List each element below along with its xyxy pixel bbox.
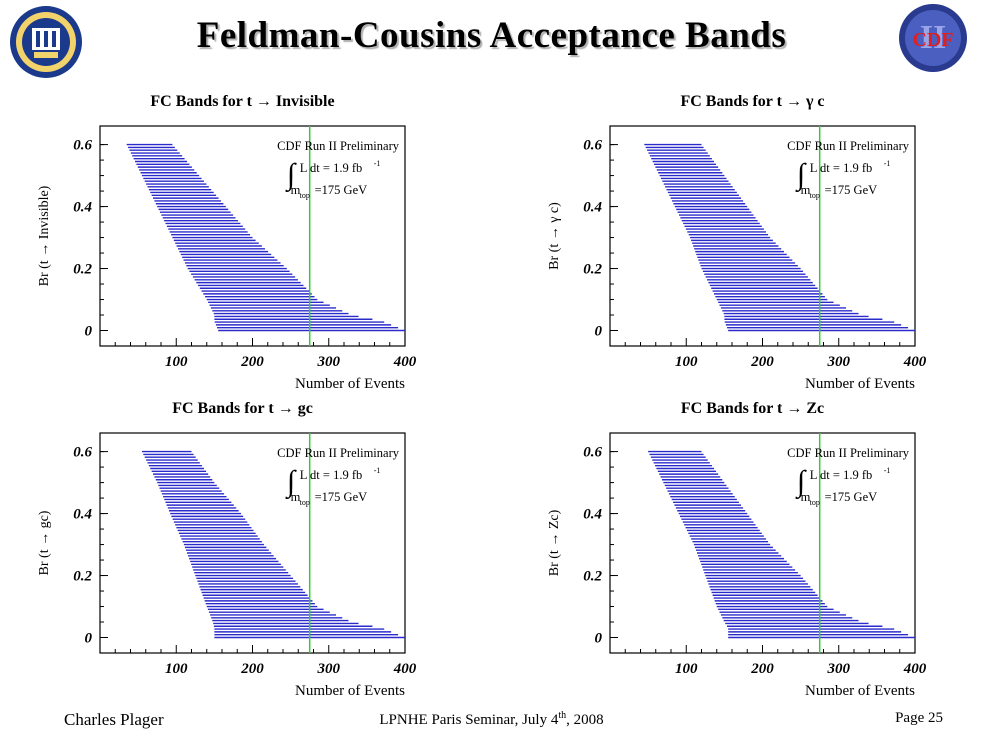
chart3-xtick-label: 300 bbox=[827, 661, 851, 677]
logo-numeral: II bbox=[920, 19, 946, 56]
chart0-annotation-mass-sub: top bbox=[300, 191, 310, 200]
chart2-annotation-lumi-sup: -1 bbox=[374, 466, 381, 475]
chart0-ytick-label: 0.2 bbox=[73, 262, 92, 278]
chart0-annotation-mass-val: =175 GeV bbox=[315, 183, 368, 197]
chart2-ytick-label: 0.2 bbox=[73, 569, 92, 585]
chart1-annotation-mass-val: =175 GeV bbox=[825, 183, 878, 197]
chart2-ytick-label: 0.6 bbox=[73, 445, 92, 461]
chart2-annotation-lumi: L dt = 1.9 fb bbox=[300, 468, 362, 482]
chart-panel-gamma-c: FC Bands for t → γ c 100 200 300 400 0 0.2 0.4 0… bbox=[540, 88, 940, 393]
chart0-annotation-mass: m bbox=[291, 183, 301, 197]
chart1-annotation-mass-sub: top bbox=[810, 191, 820, 200]
chart1-ytick-label: 0 bbox=[595, 324, 603, 340]
chart0-ytick-label: 0.4 bbox=[73, 200, 92, 216]
chart3-annotation-mass: m bbox=[801, 490, 811, 504]
chart3-annotation-experiment: CDF Run II Preliminary bbox=[787, 446, 910, 460]
footer-event-pre: LPNHE Paris Seminar, July 4 bbox=[379, 712, 559, 728]
chart-zc: FC Bands for t → Zc 100 200 300 400 0 0.2 0.4 0.… bbox=[547, 400, 927, 699]
chart1-integral-sign: ∫ bbox=[795, 158, 807, 193]
chart3-annotation-mass-sub: top bbox=[810, 498, 820, 507]
chart1-xtick-label: 300 bbox=[827, 354, 851, 370]
chart3-ytick-label: 0.4 bbox=[583, 507, 602, 523]
chart0-title: FC Bands for t → Invisible bbox=[150, 93, 334, 110]
footer-event: LPNHE Paris Seminar, July 4th, 2008 bbox=[0, 710, 983, 729]
university-of-california-seal-icon bbox=[8, 4, 84, 85]
chart1-xlabel: Number of Events bbox=[805, 376, 915, 392]
chart0-ytick-label: 0.6 bbox=[73, 138, 92, 154]
chart0-xtick-label: 300 bbox=[317, 354, 341, 370]
logo-text: CDF bbox=[912, 29, 953, 51]
chart0-xtick-label: 100 bbox=[165, 354, 188, 370]
chart0-xtick-label: 200 bbox=[240, 354, 264, 370]
chart0-ylabel: Br (t → Invisible) bbox=[37, 185, 52, 286]
chart1-annotation-mass: m bbox=[801, 183, 811, 197]
chart2-ytick-label: 0.4 bbox=[73, 507, 92, 523]
chart3-integral-sign: ∫ bbox=[795, 465, 807, 500]
chart3-xtick-label: 200 bbox=[750, 661, 774, 677]
chart3-ytick-label: 0.6 bbox=[583, 445, 602, 461]
chart1-title: FC Bands for t → γ c bbox=[680, 93, 824, 110]
footer-author: Charles Plager bbox=[64, 710, 164, 729]
chart1-annotation-lumi-sup: -1 bbox=[884, 159, 891, 168]
chart3-annotation-lumi: L dt = 1.9 fb bbox=[810, 468, 872, 482]
chart1-ylabel: Br (t → γ c) bbox=[547, 202, 562, 270]
chart-invisible: FC Bands for t → Invisible 100 200 300 400 0 0… bbox=[37, 93, 417, 392]
footer-page-number: Page 25 bbox=[895, 710, 943, 726]
chart2-xtick-label: 400 bbox=[393, 661, 417, 677]
chart2-annotation-mass-val: =175 GeV bbox=[315, 490, 368, 504]
chart3-xtick-label: 400 bbox=[903, 661, 927, 677]
chart-gc: FC Bands for t → gc 100 200 300 400 0 0.2 0.4 0.… bbox=[37, 400, 417, 699]
chart2-xtick-label: 200 bbox=[240, 661, 264, 677]
chart2-title: FC Bands for t → gc bbox=[172, 400, 313, 417]
chart3-annotation-mass-val: =175 GeV bbox=[825, 490, 878, 504]
chart-panel-gc: FC Bands for t → gc 100 200 300 400 0 0.2 0.4 0.… bbox=[30, 395, 430, 700]
chart2-ylabel: Br (t → gc) bbox=[37, 510, 52, 575]
chart2-integral-sign: ∫ bbox=[285, 465, 297, 500]
chart-panel-zc: FC Bands for t → Zc 100 200 300 400 0 0.2 0.4 0.… bbox=[540, 395, 940, 700]
chart1-xtick-label: 100 bbox=[675, 354, 698, 370]
chart3-xtick-label: 100 bbox=[675, 661, 698, 677]
chart2-xtick-label: 300 bbox=[317, 661, 341, 677]
chart3-title: FC Bands for t → Zc bbox=[681, 400, 824, 417]
chart1-annotation-lumi: L dt = 1.9 fb bbox=[810, 161, 872, 175]
chart1-xtick-label: 400 bbox=[903, 354, 927, 370]
chart2-annotation-mass: m bbox=[291, 490, 301, 504]
chart1-ytick-label: 0.4 bbox=[583, 200, 602, 216]
chart0-annotation-lumi-sup: -1 bbox=[374, 159, 381, 168]
chart0-xtick-label: 400 bbox=[393, 354, 417, 370]
chart2-ytick-label: 0 bbox=[85, 631, 93, 647]
chart1-ytick-label: 0.6 bbox=[583, 138, 602, 154]
chart0-annotation-lumi: L dt = 1.9 fb bbox=[300, 161, 362, 175]
footer-event-sup: th bbox=[558, 710, 567, 721]
chart3-annotation-lumi-sup: -1 bbox=[884, 466, 891, 475]
chart0-xlabel: Number of Events bbox=[295, 376, 405, 392]
chart2-annotation-mass-sub: top bbox=[300, 498, 310, 507]
footer-event-post: , 2008 bbox=[566, 712, 604, 728]
chart-panel-invisible: FC Bands for t → Invisible 100 200 300 400 0 0… bbox=[30, 88, 430, 393]
chart1-ytick-label: 0.2 bbox=[583, 262, 602, 278]
chart2-xtick-label: 100 bbox=[165, 661, 188, 677]
chart1-annotation-experiment: CDF Run II Preliminary bbox=[787, 139, 910, 153]
chart-gamma-c: FC Bands for t → γ c 100 200 300 400 0 0.2 0.4 0… bbox=[547, 93, 927, 392]
chart0-integral-sign: ∫ bbox=[285, 158, 297, 193]
chart1-xtick-label: 200 bbox=[750, 354, 774, 370]
chart3-ytick-label: 0 bbox=[595, 631, 603, 647]
chart2-annotation-experiment: CDF Run II Preliminary bbox=[277, 446, 400, 460]
slide-title: Feldman-Cousins Acceptance Bands bbox=[196, 15, 787, 56]
chart0-annotation-experiment: CDF Run II Preliminary bbox=[277, 139, 400, 153]
chart3-ytick-label: 0.2 bbox=[583, 569, 602, 585]
chart3-ylabel: Br (t → Zc) bbox=[547, 509, 562, 576]
cdp-logo-icon: II CDF bbox=[897, 2, 969, 79]
chart2-xlabel: Number of Events bbox=[295, 683, 405, 699]
chart3-xlabel: Number of Events bbox=[805, 683, 915, 699]
chart0-ytick-label: 0 bbox=[85, 324, 93, 340]
